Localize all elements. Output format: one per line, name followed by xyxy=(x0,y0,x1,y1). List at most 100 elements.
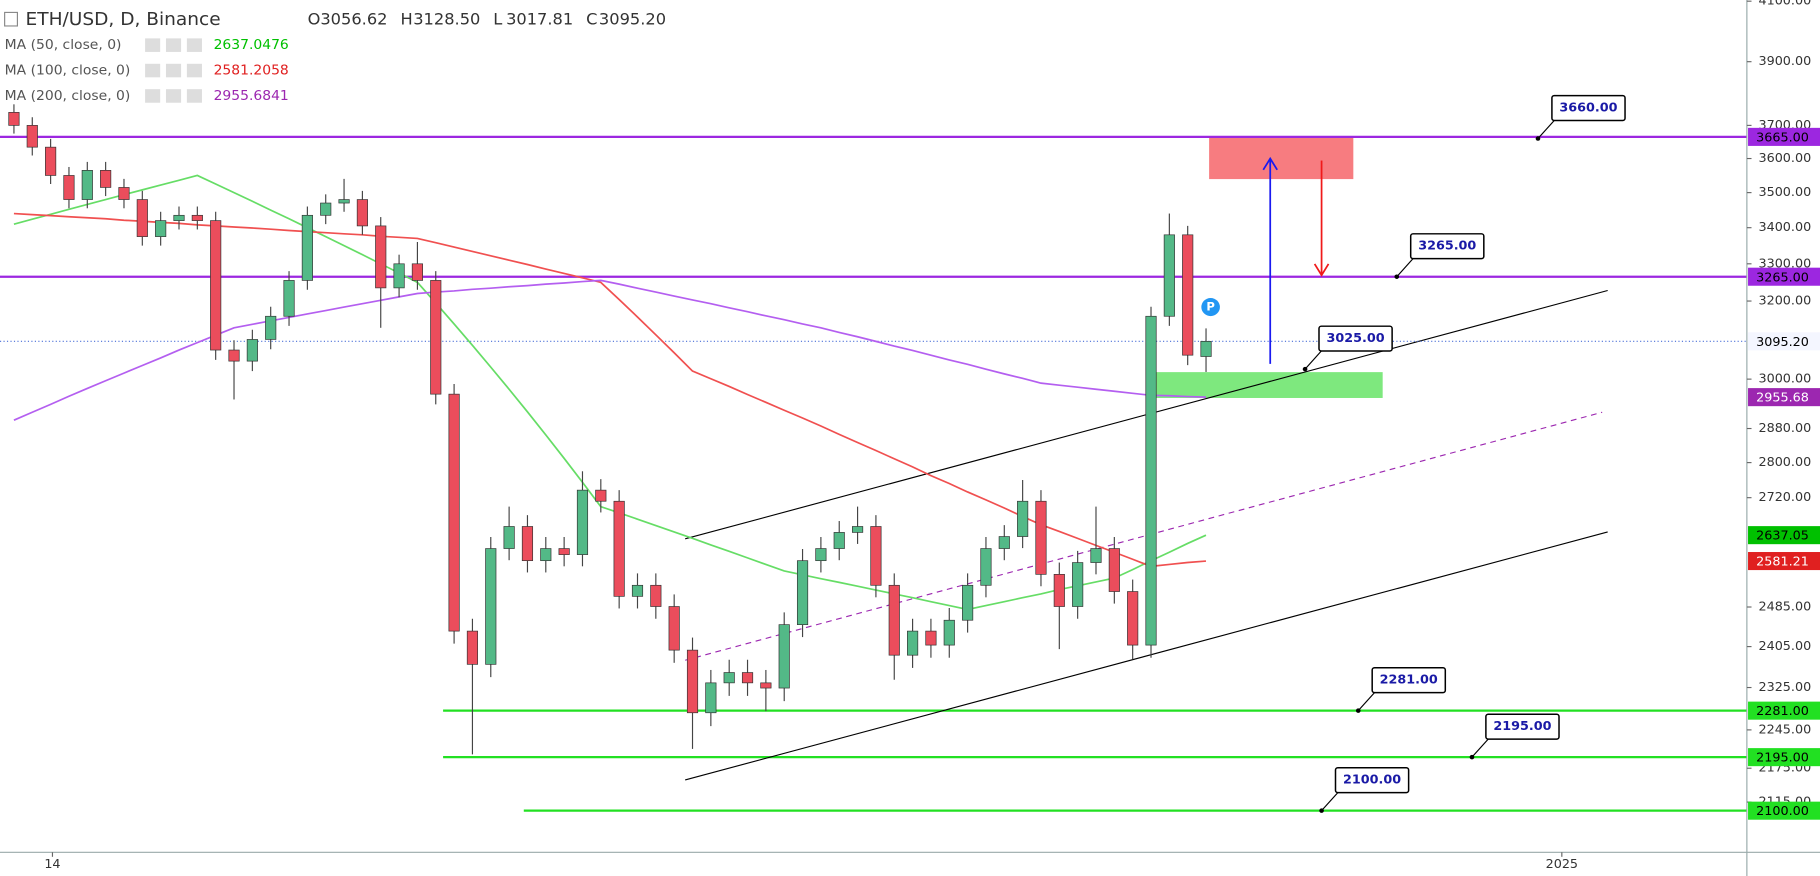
indicator-value: 2955.6841 xyxy=(214,88,289,104)
indicator-name: MA (50, close, 0) xyxy=(5,37,122,53)
candle-body xyxy=(705,682,717,714)
candle-body xyxy=(338,199,350,204)
candle-body xyxy=(796,560,809,626)
candle-body xyxy=(503,526,515,549)
indicator-button[interactable] xyxy=(145,89,161,103)
candle-body xyxy=(1053,574,1065,607)
price-tag xyxy=(1748,701,1820,720)
candle-body xyxy=(375,225,387,289)
ohlc-value: 3017.81 xyxy=(506,10,573,29)
price-tag-label: 2195.00 xyxy=(1756,750,1809,765)
y-tick-label: 3300.00 xyxy=(1758,255,1811,270)
callout-anchor xyxy=(1469,754,1475,760)
candle-body xyxy=(925,630,937,646)
callout-box xyxy=(1371,667,1447,694)
candle-body xyxy=(1090,548,1102,563)
ohlc-value: 3095.20 xyxy=(599,10,666,29)
y-tick-label: 2800.00 xyxy=(1758,454,1811,469)
indicator-button[interactable] xyxy=(145,38,161,52)
candle-body xyxy=(540,548,552,562)
indicator-button[interactable] xyxy=(145,63,161,78)
callout-pointer xyxy=(1321,792,1339,812)
callout-box xyxy=(1409,233,1485,260)
price-tag xyxy=(1748,127,1820,146)
candle-body xyxy=(265,315,277,340)
candle-body xyxy=(998,536,1010,549)
callout-pointer xyxy=(1471,738,1489,758)
candle-body xyxy=(301,214,313,281)
y-tick-label: 3600.00 xyxy=(1758,150,1811,165)
price-axis: 4100.003900.003700.003600.003500.003400.… xyxy=(1746,0,1820,820)
ohlc-value: 3056.62 xyxy=(320,10,387,29)
callout-label: 2281.00 xyxy=(1380,672,1438,687)
callout-box xyxy=(1318,325,1393,352)
candle-body xyxy=(466,630,479,665)
candle-body xyxy=(26,125,38,148)
y-tick-label: 3500.00 xyxy=(1758,184,1811,199)
plot-area: 3660.00 3265.00 3025.00 2281.00 2195.00 2100.… xyxy=(0,94,1747,813)
price-tag xyxy=(1748,552,1820,571)
y-tick-label: 2880.00 xyxy=(1758,420,1811,435)
indicator-button[interactable] xyxy=(186,38,202,52)
ohlc-prefix: H xyxy=(400,10,412,29)
candle-body xyxy=(1035,500,1047,575)
price-tag-label: 3095.20 xyxy=(1756,334,1809,349)
callout-pointer xyxy=(1357,692,1375,712)
candle-body xyxy=(448,393,460,632)
price-tag xyxy=(1748,801,1820,820)
ohlc-prefix: L xyxy=(493,10,502,29)
candle-body xyxy=(1163,234,1175,317)
candle-body xyxy=(723,672,735,684)
indicator-name: MA (200, close, 0) xyxy=(5,88,131,104)
candle-body xyxy=(962,584,974,621)
candle-body xyxy=(595,489,607,502)
indicator-button[interactable] xyxy=(165,38,182,52)
y-tick-label: 4100.00 xyxy=(1758,0,1811,8)
symbol-icon[interactable] xyxy=(4,11,18,27)
candle-body xyxy=(191,214,203,221)
indicator-button[interactable] xyxy=(186,63,202,78)
candle-body xyxy=(815,548,827,562)
trend-line xyxy=(685,531,1608,781)
candle-body xyxy=(686,649,699,714)
candle-body xyxy=(1127,591,1139,646)
ohlc-prefix: C xyxy=(586,10,597,29)
callout-label: 2100.00 xyxy=(1343,772,1401,787)
price-tag-label: 3265.00 xyxy=(1756,269,1809,284)
candle-body xyxy=(778,624,790,689)
published-icon[interactable] xyxy=(1201,298,1220,317)
price-tag-label: 2100.00 xyxy=(1756,803,1809,818)
candle-body xyxy=(155,220,167,237)
y-tick-label: 2720.00 xyxy=(1758,489,1811,504)
indicator-value: 2637.0476 xyxy=(214,37,289,53)
zone xyxy=(1155,372,1383,398)
y-tick-label: 2485.00 xyxy=(1758,599,1811,614)
indicator-button[interactable] xyxy=(186,89,202,103)
candle-body xyxy=(100,170,112,188)
candle-body xyxy=(888,584,900,656)
callout-box xyxy=(1334,767,1410,794)
y-tick-label: 3200.00 xyxy=(1758,293,1811,308)
callout-label: 3660.00 xyxy=(1559,100,1617,115)
candle-body xyxy=(852,526,864,533)
candle-body xyxy=(356,199,368,227)
y-tick-label: 2405.00 xyxy=(1758,638,1811,653)
candle-body xyxy=(760,682,772,689)
indicator-button[interactable] xyxy=(165,89,182,103)
candle-body xyxy=(576,489,589,555)
candle-body xyxy=(1145,315,1157,646)
indicator-button[interactable] xyxy=(165,63,182,78)
ohlc-value: 3128.50 xyxy=(413,10,480,29)
candle-body xyxy=(980,548,992,586)
callout-pointer xyxy=(1396,258,1414,278)
candle-body xyxy=(907,630,919,656)
price-tag-label: 2281.00 xyxy=(1756,703,1809,718)
candle-body xyxy=(485,548,497,665)
candle-body xyxy=(246,339,258,362)
y-tick-label: 3000.00 xyxy=(1758,371,1811,386)
arrow-head xyxy=(1262,156,1278,171)
trend-line xyxy=(685,411,1603,661)
callout-label: 3265.00 xyxy=(1418,238,1476,253)
candle-body xyxy=(136,199,148,237)
